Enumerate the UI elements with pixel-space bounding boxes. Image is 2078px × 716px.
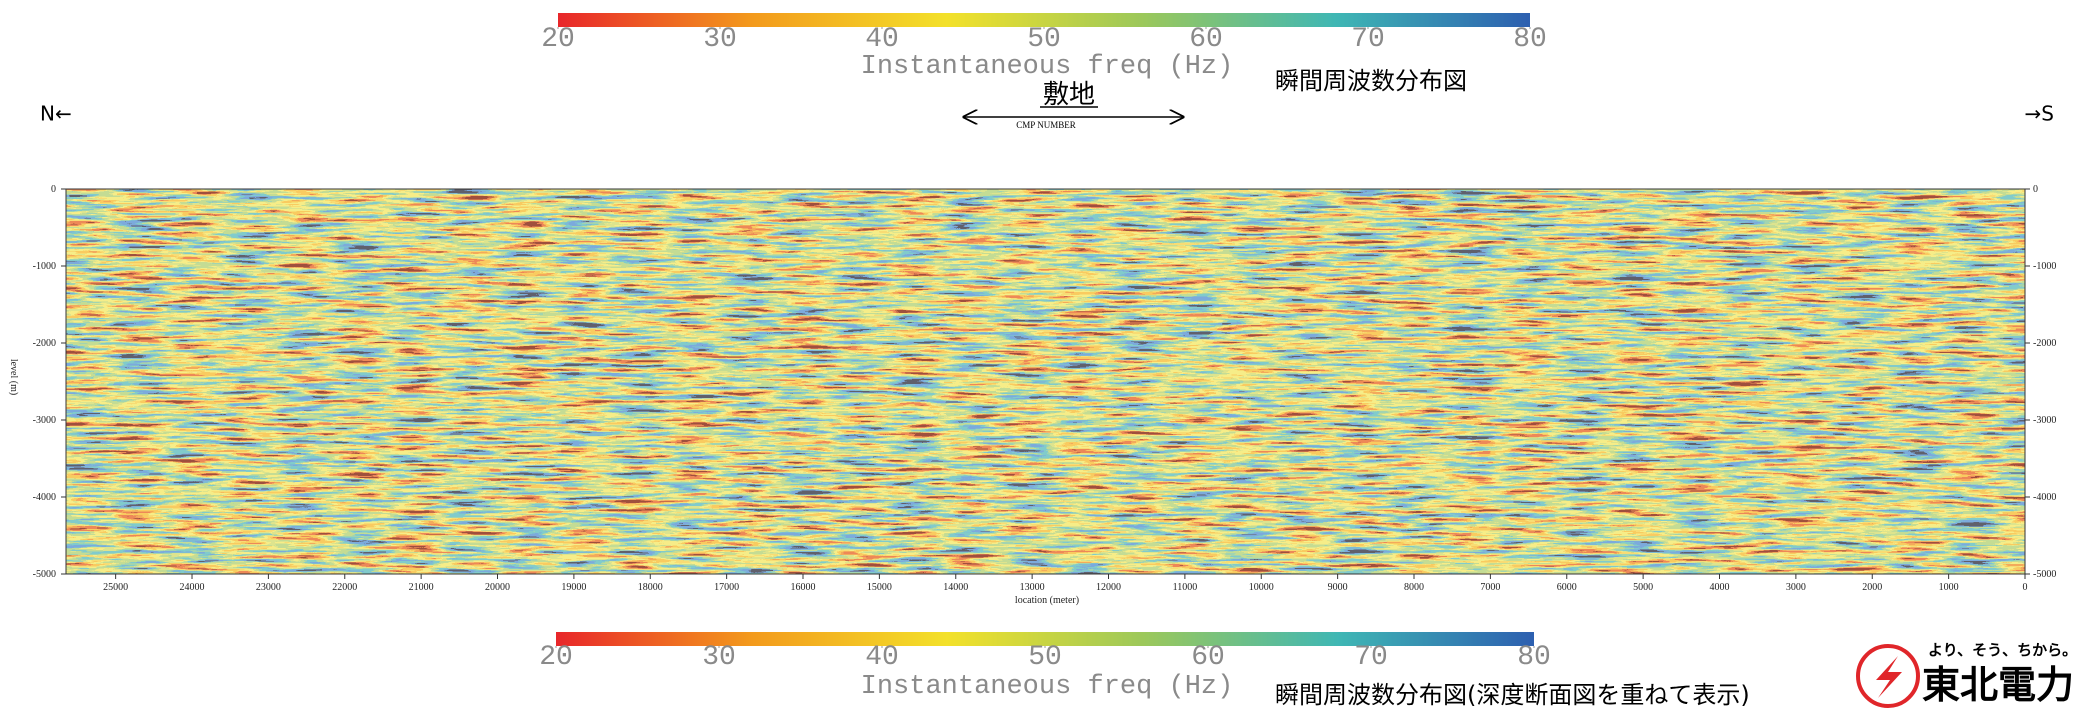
colorbar-tick-label: 70 — [1351, 24, 1385, 55]
colorbar-tick-label: 50 — [1028, 642, 1062, 673]
caption: 瞬間周波数分布図 — [1275, 67, 1467, 95]
y-tick-label: -4000 — [2033, 492, 2056, 503]
x-tick-label: 7000 — [1480, 582, 1500, 593]
colorbar-tick-label: 20 — [541, 24, 575, 55]
y-tick-label: 0 — [2033, 184, 2038, 195]
x-tick-label: 18000 — [638, 582, 663, 593]
x-tick-label: 14000 — [943, 582, 968, 593]
section-image — [66, 189, 2025, 574]
north-label: N← — [40, 102, 72, 126]
x-tick-label: 19000 — [561, 582, 586, 593]
y-tick-label: -5000 — [33, 569, 56, 580]
caption: 瞬間周波数分布図(深度断面図を重ねて表示) — [1275, 681, 1750, 709]
x-tick-label: 5000 — [1633, 582, 1653, 593]
x-tick-label: 9000 — [1328, 582, 1348, 593]
colorbar-tick-label: 80 — [1517, 642, 1551, 673]
colorbar-tick-label: 30 — [703, 24, 737, 55]
site-label: 敷地 — [1043, 80, 1095, 110]
x-tick-label: 24000 — [180, 582, 205, 593]
x-tick-label: 17000 — [714, 582, 739, 593]
x-tick-label: 13000 — [1020, 582, 1045, 593]
x-tick-label: 15000 — [867, 582, 892, 593]
colorbar-tick-label: 60 — [1191, 642, 1225, 673]
colorbar-tick-label: 30 — [702, 642, 736, 673]
tagline: より、そう、ちから。 — [1928, 641, 2077, 659]
colorbar-tick-label: 20 — [539, 642, 573, 673]
y-tick-label: -3000 — [2033, 415, 2056, 426]
plot-frame — [65, 188, 2026, 575]
y-axis-label: level (m) — [8, 359, 19, 395]
x-tick-label: 10000 — [1249, 582, 1274, 593]
x-tick-label: 20000 — [485, 582, 510, 593]
south-label: →S — [2025, 102, 2054, 126]
x-tick-label: 4000 — [1710, 582, 1730, 593]
x-tick-label: 23000 — [256, 582, 281, 593]
y-tick-label: -3000 — [33, 415, 56, 426]
colorbar-label: Instantaneous freq (Hz) — [861, 52, 1234, 82]
x-tick-label: 12000 — [1096, 582, 1121, 593]
y-tick-label: -5000 — [2033, 569, 2056, 580]
colorbar-tick-label: 80 — [1513, 24, 1547, 55]
x-tick-label: 11000 — [1173, 582, 1198, 593]
x-tick-label: 0 — [2023, 582, 2028, 593]
colorbar — [558, 13, 1530, 27]
colorbar-label: Instantaneous freq (Hz) — [861, 672, 1234, 702]
logo-circle — [1856, 644, 1920, 708]
colorbar-tick-label: 60 — [1189, 24, 1223, 55]
y-tick-label: 0 — [51, 184, 56, 195]
x-axis-label: location (meter) — [1015, 595, 1079, 606]
x-tick-label: 21000 — [409, 582, 434, 593]
colorbar — [556, 632, 1534, 646]
y-tick-label: -1000 — [33, 261, 56, 272]
x-tick-label: 25000 — [103, 582, 128, 593]
x-tick-label: 2000 — [1862, 582, 1882, 593]
colorbar-tick-label: 40 — [865, 24, 899, 55]
cmp-strip — [66, 136, 2025, 184]
y-tick-label: -4000 — [33, 492, 56, 503]
colorbar-tick-label: 70 — [1354, 642, 1388, 673]
x-tick-label: 6000 — [1557, 582, 1577, 593]
x-tick-label: 22000 — [332, 582, 357, 593]
y-tick-label: -2000 — [33, 338, 56, 349]
logo-bolt — [1876, 656, 1902, 698]
x-tick-label: 16000 — [791, 582, 816, 593]
y-tick-label: -1000 — [2033, 261, 2056, 272]
colorbar-tick-label: 40 — [865, 642, 899, 673]
colorbar-tick-label: 50 — [1027, 24, 1061, 55]
x-tick-label: 8000 — [1404, 582, 1424, 593]
cmp-label: CMP NUMBER — [1016, 120, 1075, 130]
x-tick-label: 1000 — [1939, 582, 1959, 593]
x-tick-label: 3000 — [1786, 582, 1806, 593]
company: 東北電力 — [1922, 663, 2074, 707]
y-tick-label: -2000 — [2033, 338, 2056, 349]
